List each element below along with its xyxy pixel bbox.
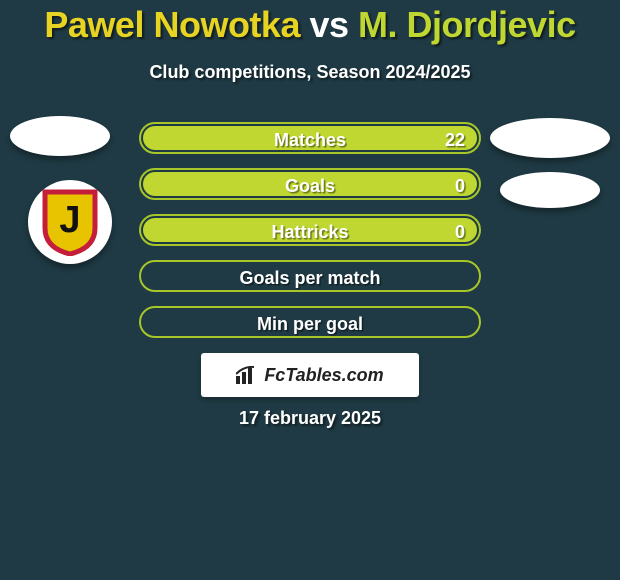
stat-label: Goals per match — [141, 262, 479, 294]
title-vs: vs — [309, 4, 348, 45]
stat-label: Min per goal — [141, 308, 479, 340]
player2-avatar — [490, 118, 610, 158]
stat-value-right: 22 — [445, 124, 465, 156]
bar-chart-icon — [236, 366, 258, 384]
brand-text: FcTables.com — [264, 365, 383, 386]
stat-value-right: 0 — [455, 170, 465, 202]
infographic-root: Pawel Nowotka vs M. Djordjevic Club comp… — [0, 0, 620, 580]
stat-row: Goals per match — [139, 260, 481, 292]
stat-row: Hattricks0 — [139, 214, 481, 246]
player1-team-logo: J — [28, 180, 112, 264]
brand-badge: FcTables.com — [201, 353, 419, 397]
stat-row: Min per goal — [139, 306, 481, 338]
svg-text:J: J — [59, 199, 80, 241]
stat-value-right: 0 — [455, 216, 465, 248]
page-title: Pawel Nowotka vs M. Djordjevic — [0, 4, 620, 46]
title-player2: M. Djordjevic — [358, 4, 576, 45]
subtitle: Club competitions, Season 2024/2025 — [0, 62, 620, 83]
title-player1: Pawel Nowotka — [44, 4, 300, 45]
player1-avatar — [10, 116, 110, 156]
player2-team-logo — [500, 172, 600, 208]
stat-row: Goals0 — [139, 168, 481, 200]
date-label: 17 february 2025 — [0, 408, 620, 429]
stat-row: Matches22 — [139, 122, 481, 154]
stat-label: Hattricks — [141, 216, 479, 248]
stat-label: Goals — [141, 170, 479, 202]
shield-icon: J — [39, 188, 101, 256]
stat-label: Matches — [141, 124, 479, 156]
